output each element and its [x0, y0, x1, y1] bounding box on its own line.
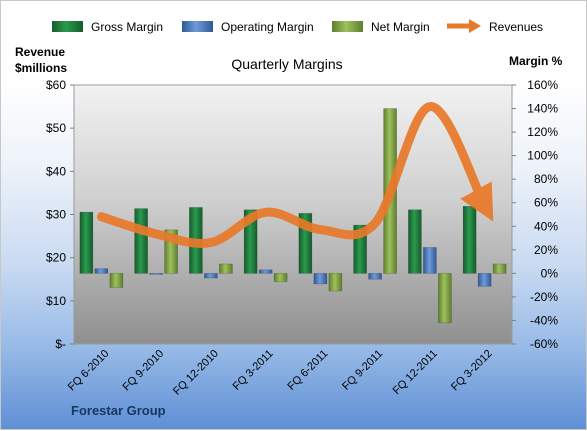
net-margin-bar — [219, 263, 233, 274]
left-tick-label: $30 — [46, 208, 66, 222]
operating-margin-bar — [94, 268, 109, 274]
left-axis-title-line1: Revenue — [15, 45, 65, 59]
revenue-line — [96, 102, 494, 248]
right-axis: -60% -40% -20% 0% 20% 40% 60% 80% 100% 120% 140% 16… — [512, 78, 558, 351]
net-margin-bar — [273, 273, 288, 282]
legend-label-operating-margin: Operating Margin — [221, 20, 314, 34]
legend-swatch-net-margin — [332, 21, 363, 32]
left-tick-label: $20 — [46, 251, 66, 265]
chart-title: Quarterly Margins — [231, 56, 342, 72]
legend: Gross Margin Operating Margin Net Margin… — [52, 19, 543, 34]
legend-label-net-margin: Net Margin — [371, 20, 430, 34]
category-label: FQ 3-2012 — [449, 348, 495, 394]
right-tick-label: -20% — [530, 290, 558, 304]
right-tick-label: 140% — [527, 102, 558, 116]
operating-margin-bar — [313, 273, 328, 285]
net-margin-bar — [109, 273, 124, 288]
gross-margin-bar — [79, 211, 94, 274]
operating-margin-bar — [258, 269, 273, 274]
right-tick-label: 40% — [534, 219, 558, 233]
gross-margin-bar — [462, 205, 477, 274]
net-margin-bar — [328, 273, 343, 292]
operating-margin-bar — [477, 273, 492, 287]
left-axis-title-line2: $millions — [15, 61, 67, 75]
left-tick-label: $60 — [46, 78, 66, 92]
gross-margin-bar — [408, 209, 422, 274]
right-tick-label: -60% — [530, 337, 558, 351]
right-tick-label: 60% — [534, 196, 558, 210]
left-tick-label: $50 — [46, 121, 66, 135]
category-label: FQ 9-2011 — [340, 348, 385, 393]
category-label: FQ 6-2010 — [66, 348, 112, 394]
category-label: FQ 12-2011 — [391, 348, 440, 397]
right-axis-title: Margin % — [509, 54, 563, 68]
right-tick-label: 120% — [527, 125, 558, 139]
legend-swatch-gross-margin — [52, 21, 83, 32]
right-tick-label: 100% — [527, 149, 558, 163]
legend-arrow-icon — [469, 19, 481, 33]
operating-margin-bar — [149, 273, 163, 275]
operating-margin-bar — [204, 273, 218, 279]
legend-swatch-operating-margin — [182, 21, 213, 32]
right-tick-label: 160% — [527, 78, 558, 92]
operating-margin-bar — [423, 247, 437, 274]
revenue-line-layer — [96, 102, 494, 248]
company-name: Forestar Group — [71, 403, 166, 418]
category-label: FQ 3-2011 — [231, 348, 276, 393]
legend-label-gross-margin: Gross Margin — [91, 20, 163, 34]
left-tick-label: $10 — [46, 294, 66, 308]
right-tick-label: 20% — [534, 243, 558, 257]
category-label: FQ 9-2010 — [121, 348, 167, 394]
net-margin-bar — [492, 263, 507, 274]
operating-margin-bar — [368, 273, 382, 280]
left-tick-label: $- — [55, 337, 66, 351]
left-tick-label: $40 — [46, 164, 66, 178]
x-axis-labels: FQ 6-2010 FQ 9-2010 FQ 12-2010 FQ 3-2011 FQ … — [66, 348, 495, 398]
category-label: FQ 6-2011 — [285, 348, 330, 393]
right-tick-label: 80% — [534, 172, 558, 186]
net-margin-bar — [438, 273, 452, 324]
right-tick-label: 0% — [541, 266, 559, 280]
gross-margin-bar — [134, 208, 148, 274]
legend-label-revenues: Revenues — [489, 20, 543, 34]
right-tick-label: -40% — [530, 313, 558, 327]
category-label: FQ 12-2010 — [171, 348, 221, 398]
left-axis: $- $10 $20 $30 $40 $50 $60 — [46, 78, 74, 351]
